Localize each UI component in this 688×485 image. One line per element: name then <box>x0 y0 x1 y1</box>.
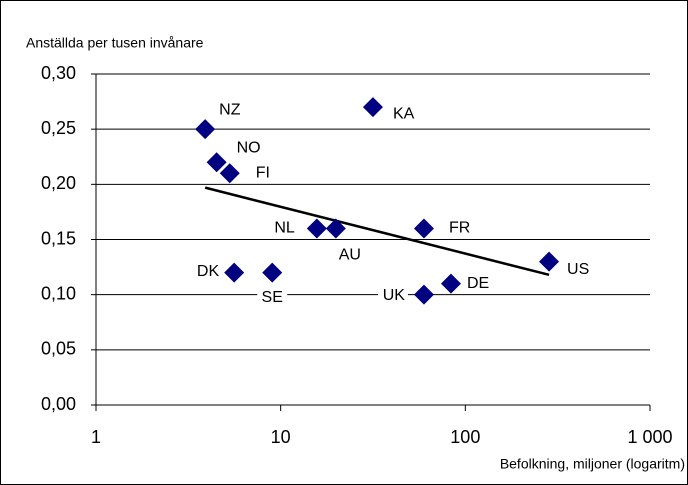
y-tick-label: 0,00 <box>41 394 76 414</box>
y-tick-label: 0,05 <box>41 339 76 359</box>
y-tick-label: 0,30 <box>41 63 76 83</box>
data-label: KA <box>393 105 415 122</box>
marker <box>413 218 434 239</box>
marker <box>413 284 434 305</box>
label-bg <box>257 287 288 308</box>
x-axis-title: Befolkning, miljoner (logaritm) <box>500 456 685 472</box>
marker <box>224 262 245 283</box>
marker <box>206 152 227 173</box>
marker <box>325 218 346 239</box>
x-tick-label: 10 <box>271 427 291 447</box>
marker <box>262 262 283 283</box>
y-tick-label: 0,15 <box>41 228 76 248</box>
data-label: NO <box>237 139 261 156</box>
label-bg <box>445 218 476 239</box>
marker <box>219 163 240 184</box>
data-label: US <box>567 261 589 278</box>
data-label: NZ <box>219 101 241 118</box>
data-label: FI <box>256 165 270 182</box>
marker <box>440 273 461 294</box>
data-label: DK <box>197 263 220 280</box>
y-tick-label: 0,10 <box>41 283 76 303</box>
y-tick-label: 0,25 <box>41 118 76 138</box>
data-label: FR <box>449 220 470 237</box>
data-label: SE <box>262 289 283 306</box>
x-tick-label: 1 <box>91 427 101 447</box>
data-label: UK <box>383 287 406 304</box>
data-label: NL <box>274 220 295 237</box>
y-tick-label: 0,20 <box>41 173 76 193</box>
label-bg <box>267 218 298 239</box>
marker <box>539 251 560 272</box>
marker <box>195 119 216 140</box>
label-bg <box>377 285 408 306</box>
data-label: DE <box>467 275 489 292</box>
data-label: AU <box>339 247 361 264</box>
marker <box>362 97 383 118</box>
x-tick-label: 1 000 <box>627 427 672 447</box>
label-bg <box>252 163 283 184</box>
marker <box>306 218 327 239</box>
trend-line <box>204 186 550 277</box>
x-tick-label: 100 <box>450 427 480 447</box>
y-axis-title: Anställda per tusen invånare <box>26 35 204 51</box>
